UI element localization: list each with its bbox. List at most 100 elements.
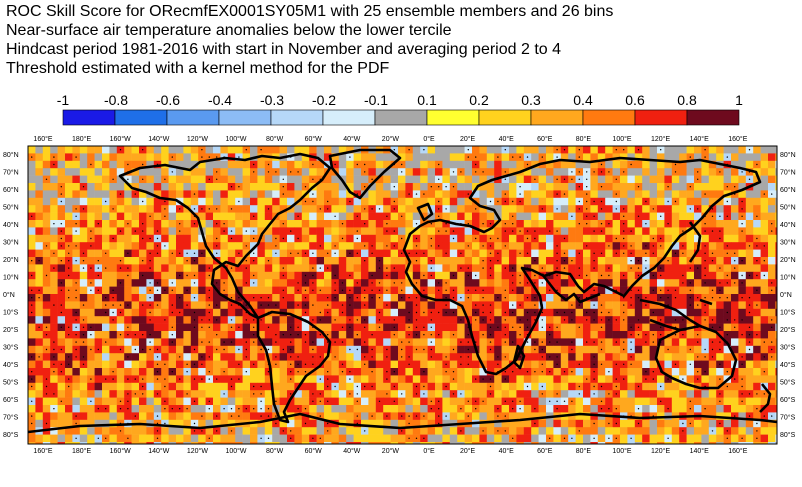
latitude-tick-label: 60°S bbox=[3, 396, 19, 404]
latitude-tick-label: 40°N bbox=[3, 221, 19, 229]
longitude-tick-label: 100°W bbox=[225, 135, 246, 143]
colorbar-label: -0.4 bbox=[207, 92, 233, 108]
longitude-tick-label: 40°W bbox=[343, 135, 361, 143]
longitude-tick-label: 0°E bbox=[423, 135, 435, 143]
latitude-tick-label: 50°S bbox=[780, 379, 796, 387]
longitude-tick-label: 160°W bbox=[110, 135, 131, 143]
latitude-tick-label: 10°N bbox=[3, 274, 19, 282]
longitude-tick-label: 160°E bbox=[33, 135, 52, 143]
longitude-tick-label: 40°E bbox=[499, 135, 515, 143]
longitude-tick-label: 120°W bbox=[187, 447, 208, 455]
colorbar-label: -0.8 bbox=[103, 92, 129, 108]
coastlines bbox=[28, 148, 777, 434]
longitude-tick-label: 140°W bbox=[148, 447, 169, 455]
longitude-tick-label: 120°E bbox=[651, 447, 670, 455]
latitude-tick-label: 80°N bbox=[780, 151, 796, 159]
latitude-tick-label: 70°N bbox=[3, 169, 19, 177]
longitude-tick-label: 160°E bbox=[728, 135, 747, 143]
longitude-tick-label: 160°E bbox=[33, 447, 52, 455]
latitude-tick-label: 80°S bbox=[3, 431, 19, 439]
longitude-tick-label: 60°E bbox=[537, 135, 553, 143]
latitude-tick-label: 20°N bbox=[3, 256, 19, 264]
latitude-tick-label: 50°S bbox=[3, 379, 19, 387]
latitude-tick-label: 10°S bbox=[3, 309, 19, 317]
longitude-tick-label: 100°E bbox=[612, 447, 631, 455]
longitude-tick-label: 40°W bbox=[343, 447, 361, 455]
longitude-tick-label: 60°E bbox=[537, 447, 553, 455]
colorbar-label: 0.4 bbox=[573, 92, 593, 108]
latitude-tick-label: 70°S bbox=[3, 414, 19, 422]
latitude-ticks-right: 80°N 70°N 60°N 50°N 40°N 30°N 20°N 10°N 0°N 10°S 2… bbox=[780, 151, 796, 439]
longitude-tick-label: 120°E bbox=[651, 135, 670, 143]
colorbar-label: -0.1 bbox=[363, 92, 389, 108]
latitude-tick-label: 70°N bbox=[780, 169, 796, 177]
colorbar-label: -1 bbox=[56, 92, 70, 108]
longitude-tick-label: 140°W bbox=[148, 135, 169, 143]
map-frame bbox=[27, 145, 778, 445]
longitude-tick-label: 20°E bbox=[460, 135, 476, 143]
colorbar-label: -0.6 bbox=[155, 92, 181, 108]
latitude-tick-label: 20°S bbox=[3, 326, 19, 334]
longitude-tick-label: 160°W bbox=[110, 447, 131, 455]
longitude-tick-label: 80°W bbox=[266, 135, 284, 143]
latitude-tick-label: 40°S bbox=[3, 361, 19, 369]
latitude-tick-label: 40°S bbox=[780, 361, 796, 369]
latitude-tick-label: 10°N bbox=[780, 274, 796, 282]
colorbar-label: 0.8 bbox=[677, 92, 697, 108]
latitude-tick-label: 30°S bbox=[780, 344, 796, 352]
latitude-tick-label: 30°N bbox=[3, 239, 19, 247]
colorbar-label: 0.2 bbox=[469, 92, 489, 108]
longitude-tick-label: 160°E bbox=[728, 447, 747, 455]
latitude-tick-label: 40°N bbox=[780, 221, 796, 229]
latitude-tick-label: 60°N bbox=[3, 186, 19, 194]
colorbar bbox=[62, 109, 740, 126]
title-line-3: Hindcast period 1981-2016 with start in … bbox=[6, 41, 561, 58]
colorbar-label: 0.3 bbox=[521, 92, 541, 108]
latitude-tick-label: 20°S bbox=[780, 326, 796, 334]
colorbar-label: 1 bbox=[735, 92, 743, 108]
longitude-ticks-bottom: 160°E 180°E 160°W 140°W 120°W 100°W 80°W 60°W 40… bbox=[33, 447, 747, 455]
title-line-4: Threshold estimated with a kernel method… bbox=[6, 60, 390, 77]
latitude-tick-label: 20°N bbox=[780, 256, 796, 264]
colorbar-label: 0.1 bbox=[417, 92, 437, 108]
longitude-tick-label: 20°E bbox=[460, 447, 476, 455]
longitude-tick-label: 80°E bbox=[576, 135, 592, 143]
latitude-tick-label: 60°S bbox=[780, 396, 796, 404]
longitude-tick-label: 140°E bbox=[690, 135, 709, 143]
longitude-tick-label: 20°W bbox=[382, 135, 400, 143]
latitude-tick-label: 50°N bbox=[780, 204, 796, 212]
longitude-tick-label: 100°W bbox=[225, 447, 246, 455]
longitude-tick-label: 20°W bbox=[382, 447, 400, 455]
latitude-tick-label: 30°N bbox=[780, 239, 796, 247]
latitude-ticks-left: 80°N 70°N 60°N 50°N 40°N 30°N 20°N 10°N 0°N 10°S 2… bbox=[3, 151, 19, 439]
longitude-tick-label: 40°E bbox=[499, 447, 515, 455]
latitude-tick-label: 50°N bbox=[3, 204, 19, 212]
longitude-tick-label: 100°E bbox=[612, 135, 631, 143]
latitude-tick-label: 0°N bbox=[780, 291, 792, 299]
colorbar-swatch bbox=[686, 109, 740, 126]
title-line-1: ROC Skill Score for ORecmfEX0001SY05M1 w… bbox=[6, 3, 614, 20]
latitude-tick-label: 70°S bbox=[780, 414, 796, 422]
longitude-tick-label: 80°E bbox=[576, 447, 592, 455]
latitude-tick-label: 0°N bbox=[3, 291, 15, 299]
longitude-tick-label: 80°W bbox=[266, 447, 284, 455]
latitude-tick-label: 10°S bbox=[780, 309, 796, 317]
longitude-tick-label: 60°W bbox=[305, 447, 323, 455]
longitude-tick-label: 180°E bbox=[72, 135, 91, 143]
title-line-2: Near-surface air temperature anomalies b… bbox=[6, 22, 452, 39]
colorbar-label: -0.2 bbox=[311, 92, 337, 108]
latitude-tick-label: 80°S bbox=[780, 431, 796, 439]
latitude-tick-label: 80°N bbox=[3, 151, 19, 159]
longitude-tick-label: 60°W bbox=[305, 135, 323, 143]
longitude-tick-label: 140°E bbox=[690, 447, 709, 455]
latitude-tick-label: 30°S bbox=[3, 344, 19, 352]
longitude-ticks-top: 160°E 180°E 160°W 140°W 120°W 100°W 80°W 60°W 40… bbox=[33, 135, 747, 143]
longitude-tick-label: 180°E bbox=[72, 447, 91, 455]
colorbar-label: 0.6 bbox=[625, 92, 645, 108]
latitude-tick-label: 60°N bbox=[780, 186, 796, 194]
skill-score-field bbox=[28, 146, 777, 444]
longitude-tick-label: 120°W bbox=[187, 135, 208, 143]
longitude-tick-label: 0°E bbox=[423, 447, 435, 455]
colorbar-label: -0.3 bbox=[259, 92, 285, 108]
